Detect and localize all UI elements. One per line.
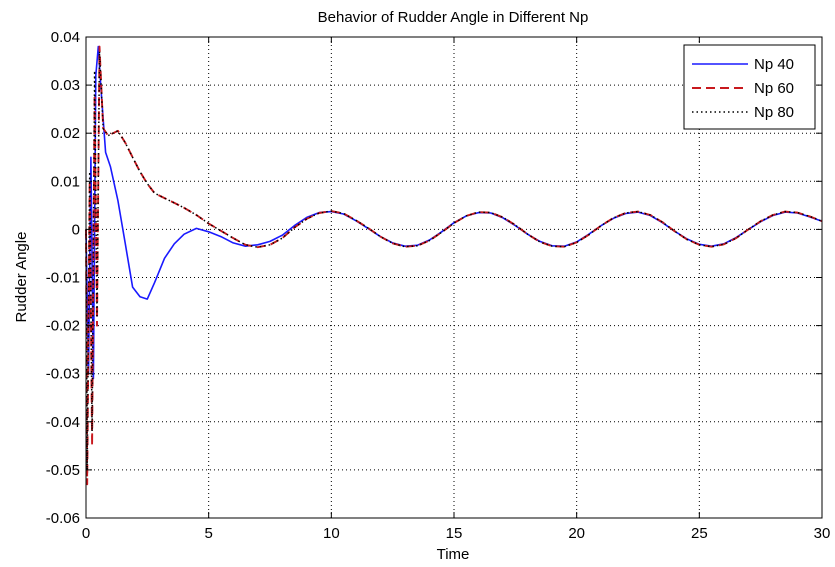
y-axis-label: Rudder Angle	[13, 232, 30, 323]
x-tick-label: 5	[204, 525, 212, 542]
x-tick-label: 20	[568, 525, 585, 542]
y-tick-label: 0.03	[51, 77, 80, 94]
legend: Np 40 Np 60 Np 80	[683, 44, 816, 130]
axis-ticks: 0 5 10 15 20 25 30 -0.06 -0.05 -0.04 -0.03 -0.02 -0.…	[46, 29, 831, 542]
x-tick-label: 15	[446, 525, 463, 542]
x-axis-label: Time	[437, 546, 470, 563]
legend-label-1: Np 40	[754, 56, 794, 73]
legend-box	[683, 44, 816, 130]
x-tick-label: 30	[814, 525, 831, 542]
y-tick-label: -0.06	[46, 510, 80, 527]
series-line-2	[85, 45, 823, 486]
y-tick-label: -0.02	[46, 318, 80, 335]
y-tick-label: 0.01	[51, 173, 80, 190]
x-tick-label: 10	[323, 525, 340, 542]
grid	[86, 37, 822, 518]
y-tick-label: 0.02	[51, 125, 80, 142]
series-group	[85, 45, 823, 486]
x-tick-label: 0	[82, 525, 90, 542]
y-tick-label: -0.01	[46, 270, 80, 287]
y-tick-label: 0	[72, 221, 80, 238]
y-tick-label: -0.03	[46, 366, 80, 383]
legend-label-3: Np 80	[754, 104, 794, 121]
y-tick-label: 0.04	[51, 29, 80, 46]
legend-label-2: Np 60	[754, 80, 794, 97]
y-tick-label: -0.05	[46, 462, 80, 479]
y-tick-label: -0.04	[46, 414, 80, 431]
x-tick-label: 25	[691, 525, 708, 542]
chart-title: Behavior of Rudder Angle in Different Np	[318, 9, 589, 26]
